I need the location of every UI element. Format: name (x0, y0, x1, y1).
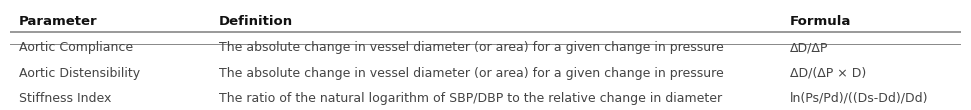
Text: Parameter: Parameter (19, 15, 98, 28)
Text: The ratio of the natural logarithm of SBP/DBP to the relative change in diameter: The ratio of the natural logarithm of SB… (219, 92, 722, 105)
Text: ΔD/ΔP: ΔD/ΔP (790, 41, 828, 54)
Text: The absolute change in vessel diameter (or area) for a given change in pressure: The absolute change in vessel diameter (… (219, 67, 723, 80)
Text: Definition: Definition (219, 15, 293, 28)
Text: ΔD/(ΔP × D): ΔD/(ΔP × D) (790, 67, 866, 80)
Text: ln(Ps/Pd)/((Ds-Dd)/Dd): ln(Ps/Pd)/((Ds-Dd)/Dd) (790, 92, 928, 105)
Text: Aortic Compliance: Aortic Compliance (19, 41, 133, 54)
Text: Aortic Distensibility: Aortic Distensibility (19, 67, 141, 80)
Text: Formula: Formula (790, 15, 852, 28)
Text: Stiffness Index: Stiffness Index (19, 92, 112, 105)
Text: The absolute change in vessel diameter (or area) for a given change in pressure: The absolute change in vessel diameter (… (219, 41, 723, 54)
